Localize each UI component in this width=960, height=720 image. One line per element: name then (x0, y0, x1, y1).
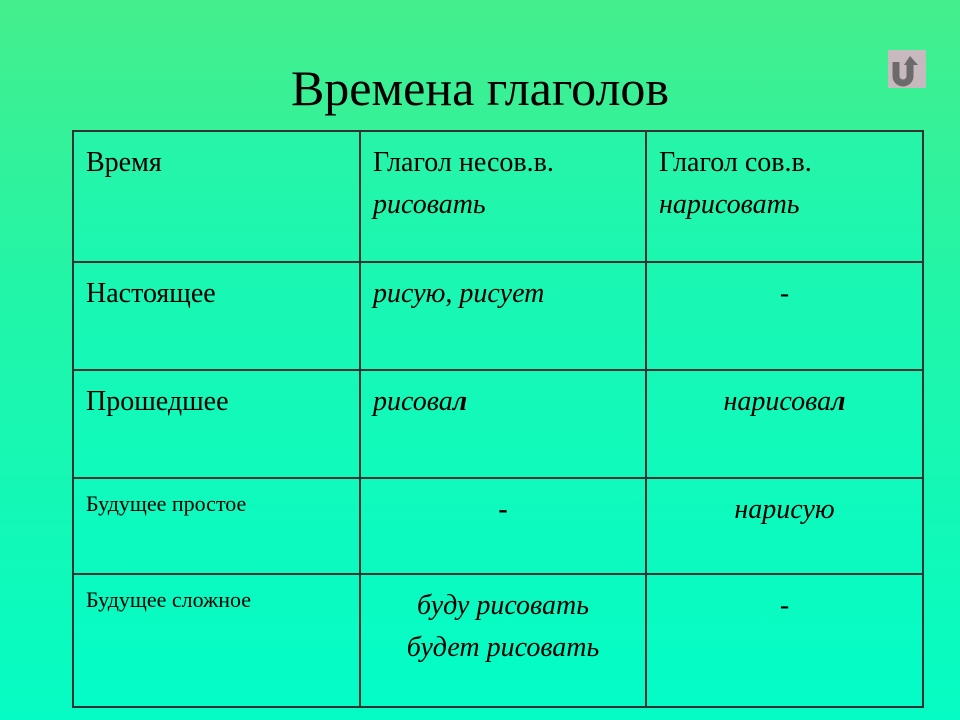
perfective-cell: - (645, 261, 924, 371)
header-perfective: Глагол сов.в. нарисовать (645, 130, 924, 263)
return-arrow-icon (892, 56, 918, 87)
imperfective-cell: рисовал (359, 369, 647, 479)
tense-cell: Настоящее (72, 261, 361, 371)
table-row: Будущее простое - нарисую (72, 477, 924, 575)
perfective-cell: - (645, 573, 924, 708)
back-button[interactable] (888, 50, 926, 88)
perfective-cell: нарисовал (645, 369, 924, 479)
imperfective-cell: - (359, 477, 647, 575)
tense-cell: Будущее простое (72, 477, 361, 575)
table-row: Будущее сложное буду рисовать будет рисов… (72, 573, 924, 708)
header-tense: Время (72, 130, 361, 263)
perfective-cell: нарисую (645, 477, 924, 575)
table-row: Прошедшее рисовал нарисовал (72, 369, 924, 479)
header-imperfective: Глагол несов.в. рисовать (359, 130, 647, 263)
imperfective-cell: буду рисовать будет рисовать (359, 573, 647, 708)
table-header-row: Время Глагол несов.в. рисовать Глагол сов… (72, 130, 924, 263)
verb-tenses-table: Время Глагол несов.в. рисовать Глагол сов… (72, 130, 924, 708)
table-row: Настоящее рисую, рисует - (72, 261, 924, 371)
tense-cell: Прошедшее (72, 369, 361, 479)
imperfective-cell: рисую, рисует (359, 261, 647, 371)
tense-cell: Будущее сложное (72, 573, 361, 708)
slide-title: Времена глаголов (290, 60, 670, 116)
